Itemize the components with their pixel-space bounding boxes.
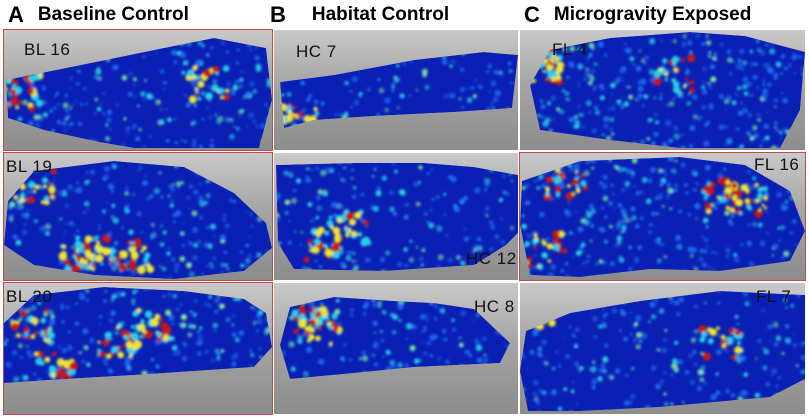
sample-label-hc-7: HC 7 [296, 42, 337, 61]
panel-letter-b: B [270, 2, 286, 27]
panel-hc-12: HC 12 [274, 153, 518, 280]
column-header-c: C Microgravity Exposed [524, 0, 751, 30]
panel-bl-16: BL 16 [3, 29, 273, 151]
panel-bl-20: BL 20 [3, 282, 273, 415]
column-header-b: B Habitat Control [270, 0, 449, 30]
sample-label-fl-4: FL 4 [552, 40, 588, 59]
sample-label-bl-20: BL 20 [6, 287, 53, 306]
panel-hc-7: HC 7 [274, 30, 518, 150]
panel-letter-c: C [524, 2, 540, 27]
column-header-a: A Baseline Control [8, 0, 189, 30]
panel-fl-7: FL 7 [520, 283, 805, 414]
heatmap-hc-12 [276, 163, 518, 271]
sample-label-hc-12: HC 12 [466, 249, 517, 268]
panel-fl-4: FL 4 [520, 30, 805, 150]
sample-label-bl-16: BL 16 [24, 40, 71, 59]
heatmap-fl-4 [530, 32, 805, 148]
column-title-a: Baseline Control [37, 4, 189, 25]
heatmap-bl-19 [4, 161, 272, 279]
heatmap-fl-7 [520, 291, 805, 411]
panel-fl-16: FL 16 [519, 152, 806, 281]
heatmap-hc-7 [280, 52, 518, 128]
panel-hc-8: HC 8 [274, 283, 518, 414]
heatmap-hc-8 [280, 297, 510, 379]
sample-label-fl-16: FL 16 [754, 155, 800, 174]
sample-label-hc-8: HC 8 [474, 297, 515, 316]
column-title-c: Microgravity Exposed [553, 4, 752, 25]
panel-letter-a: A [8, 2, 24, 27]
heatmap-bl-20 [4, 287, 272, 383]
sample-label-fl-7: FL 7 [756, 287, 792, 306]
panel-bl-19: BL 19 [3, 152, 273, 281]
sample-label-bl-19: BL 19 [6, 157, 53, 176]
heatmap-fl-16 [520, 157, 805, 277]
heatmap-bl-16 [6, 38, 272, 148]
column-title-b: Habitat Control [311, 4, 450, 25]
